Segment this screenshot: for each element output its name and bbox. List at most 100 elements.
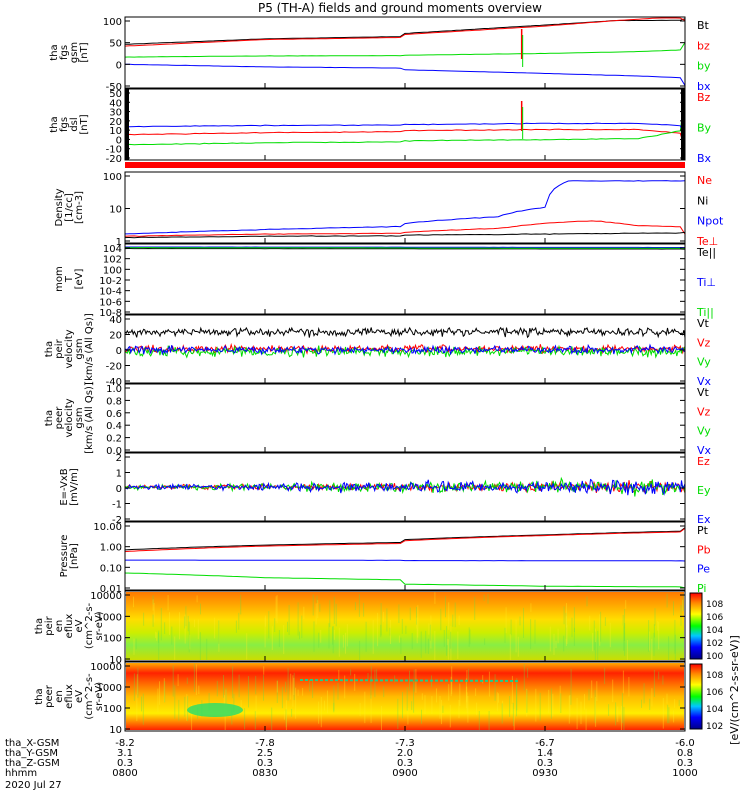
spectrogram-texture [509,633,511,660]
ytick-label-pressure: 10.00 [93,522,122,533]
ytick-label-peir-velocity: 40 [109,315,122,326]
spectrogram-texture [216,680,218,697]
spectrogram-texture [570,688,572,705]
spectrogram-texture [585,708,587,730]
spectrogram-texture [324,700,325,711]
spectrogram-texture [666,593,668,608]
legend-peer-velocity-Vz: Vz [697,405,711,418]
ylabel-peer-spec: en [54,690,65,703]
spectrogram-texture [195,664,197,695]
spectrogram-texture [365,621,367,652]
spectrogram-texture [313,621,315,652]
spectrogram-texture [511,703,513,714]
spectrogram-texture [276,681,278,693]
spectrogram-texture [319,603,321,612]
series-pressure-Pe [125,559,686,562]
spectrogram-texture [167,595,169,611]
spectrogram-texture [588,689,590,701]
spectrogram-texture [548,689,550,714]
spectrogram-texture [163,678,165,702]
ylabel-peir-spec: eflux [64,614,75,639]
spectrogram-texture [651,688,653,707]
spectrogram-texture [224,708,226,730]
spectrogram-texture [563,606,565,625]
spectrogram-texture [559,685,561,712]
panel-frame-moments-temp [124,243,686,315]
xtick-label: -7.8 [255,738,275,749]
spectrogram-texture [552,693,554,717]
series-density-Npot [124,180,686,235]
spectrogram-texture [156,632,158,641]
spectrogram-texture [466,686,468,703]
spectrogram-texture [487,593,489,604]
spectrogram-texture [133,638,135,655]
ytick-label-peir-spec: 10000 [90,591,122,602]
spectrogram-texture [674,619,676,654]
ytick-label-moments-temp: 100 [103,265,122,276]
ytick-label-moments-temp: 10-4 [99,287,122,298]
series-pressure-Pb [124,527,686,553]
spectrogram-texture [447,639,449,660]
spectrogram-texture [448,684,450,701]
legend-pressure-Pe: Pe [697,563,710,576]
spectrogram-texture [570,668,572,688]
spectrogram-texture [425,630,427,654]
ylabel-peir-velocity: gsm [74,338,85,359]
spectrogram-texture [218,619,220,652]
spectrogram-texture [476,702,478,716]
spectrogram-texture [407,708,409,725]
spectrogram-texture [164,622,166,634]
spectrogram-texture [468,627,470,647]
spectrogram-texture [649,698,651,710]
ytick-label-pressure: 0.01 [100,584,122,595]
legend-e-vxb-Ez: Ez [697,455,710,468]
spectrogram-texture [519,616,521,626]
spectrogram-texture [560,693,562,713]
spectrogram-texture [240,594,242,615]
xtick-label: 0.3 [117,758,133,769]
spectrogram-texture [374,669,376,698]
ylabel-peir-velocity: tha [44,341,55,357]
spectrogram-texture [254,711,256,730]
spectrogram-texture [299,631,300,640]
xtick-label: 0.3 [537,758,553,769]
ytick-label-e-vxb: -1 [112,500,122,511]
colorbar-tick-peer: 106 [706,688,723,698]
legend-moments-temp-Te||: Te|| [696,246,716,259]
spectrogram-texture [594,631,596,660]
ylabel-peir-spec: peir [44,615,55,635]
spectrogram-texture [214,617,216,639]
spectrogram-texture [413,669,415,692]
spectrogram-texture [185,606,187,627]
legend-peir-velocity-Vx: Vx [697,375,712,388]
spectrogram-texture [172,665,174,697]
ytick-label-peer-velocity: 0.4 [106,421,122,432]
spectrogram-texture [133,673,135,701]
spectrogram-texture [283,625,285,654]
xtick-label: 2.5 [257,748,273,759]
legend-pressure-Pb: Pb [697,543,711,556]
spectrogram-texture [441,699,442,725]
series-moments-temp-Te|| [124,247,686,250]
spectrogram-texture [594,690,596,723]
spectrogram-texture [292,675,294,707]
spectrogram-texture [621,692,623,723]
ytick-label-peir-velocity: -20 [106,362,122,373]
spectrogram-texture [591,680,593,698]
spectrogram-texture [295,687,297,719]
spectrogram-texture [240,700,242,712]
spectrogram-texture [271,707,273,730]
spectrogram-texture [565,616,567,646]
ylabel-fgs-gsm: [nT] [79,42,90,62]
spectrogram-texture [380,603,382,636]
spectrogram-texture [609,622,611,648]
spectrogram-texture [658,621,660,650]
spectrogram-texture [354,673,356,691]
ytick-label-pressure: 1.00 [100,543,122,554]
spectrogram-texture [648,620,650,652]
ylabel-moments-temp: mom [54,266,65,292]
spectrogram-texture [135,638,137,650]
spectrogram-texture [458,700,460,719]
spectrogram-texture [517,636,519,657]
ylabel-moments-temp: T [64,275,75,283]
